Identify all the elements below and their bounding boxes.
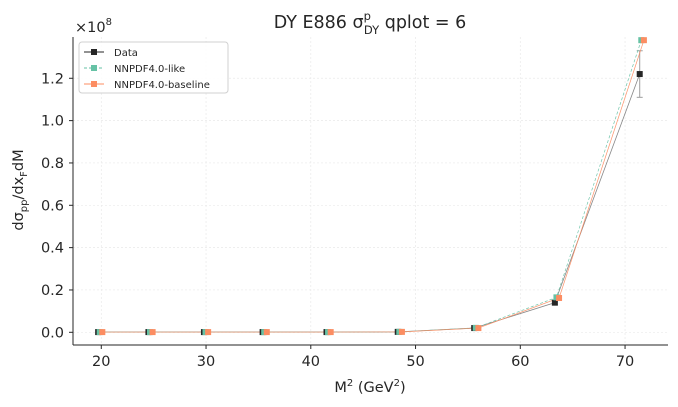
data-point [475,325,482,332]
ylabel-sub1: pp [19,200,30,213]
legend-box [78,41,229,94]
data-point [551,299,558,306]
y-tick-label: 1.2 [41,71,64,87]
xlabel-rest: (GeV [353,380,393,396]
title-sub: DY [364,23,380,37]
data-point [556,295,563,302]
data-point [640,37,647,44]
data-point [636,71,643,78]
legend-label: Data [114,48,138,59]
ylabel-c: dM [11,149,27,171]
y-offset-base: ×10 [75,20,106,36]
x-tick-label: 70 [616,354,634,370]
ticks: 20 30 40 50 60 70 0.0 0.2 0.4 0.6 0.8 1.0 1.2 [41,71,634,370]
series-line [98,73,641,333]
y-offset-exp: 8 [106,17,112,28]
x-tick-label: 50 [406,354,424,370]
data-point [205,329,212,336]
x-tick-label: 30 [197,354,215,370]
y-tick-label: 0.2 [41,283,64,299]
legend-marker [91,81,97,87]
x-tick-label: 40 [302,354,320,370]
x-axis-label: M2 (GeV2) [334,378,405,396]
legend-label: NNPDF4.0-baseline [114,80,210,91]
title-main: DY E886 σ [274,13,364,33]
y-tick-label: 0.0 [41,325,64,341]
y-axis-offset-label: ×108 [75,17,112,36]
chart-title: DY E886 σp DY qplot = 6 [274,9,467,37]
legend-marker [91,49,97,55]
axes [72,37,668,346]
data-point [149,329,156,336]
legend-label: NNPDF4.0-like [114,64,185,75]
x-tick-label: 60 [511,354,529,370]
xlabel-sup: 2 [347,378,353,389]
y-tick-label: 0.4 [41,241,64,257]
data-point [398,328,405,335]
data-layer [95,37,647,336]
y-tick-label: 0.6 [41,198,64,214]
title-sup: p [364,9,371,23]
xlabel-sup2: 2 [394,378,400,389]
data-point [99,329,106,336]
xlabel-main: M [334,380,347,396]
ylabel-a: dσ [11,212,27,230]
legend: Data NNPDF4.0-like NNPDF4.0-baseline [78,41,229,94]
x-tick-label: 20 [92,354,110,370]
ylabel-sub2: F [19,171,30,177]
y-tick-label: 1.0 [41,114,64,130]
y-tick-label: 0.8 [41,156,64,172]
title-suffix: qplot = 6 [379,13,466,33]
data-point [263,329,270,336]
data-point [327,329,334,336]
ylabel-b: /dx [11,176,27,199]
xlabel-end: ) [400,380,406,396]
legend-marker [91,65,97,71]
y-axis-label: dσpp/dxFdM [11,149,30,230]
